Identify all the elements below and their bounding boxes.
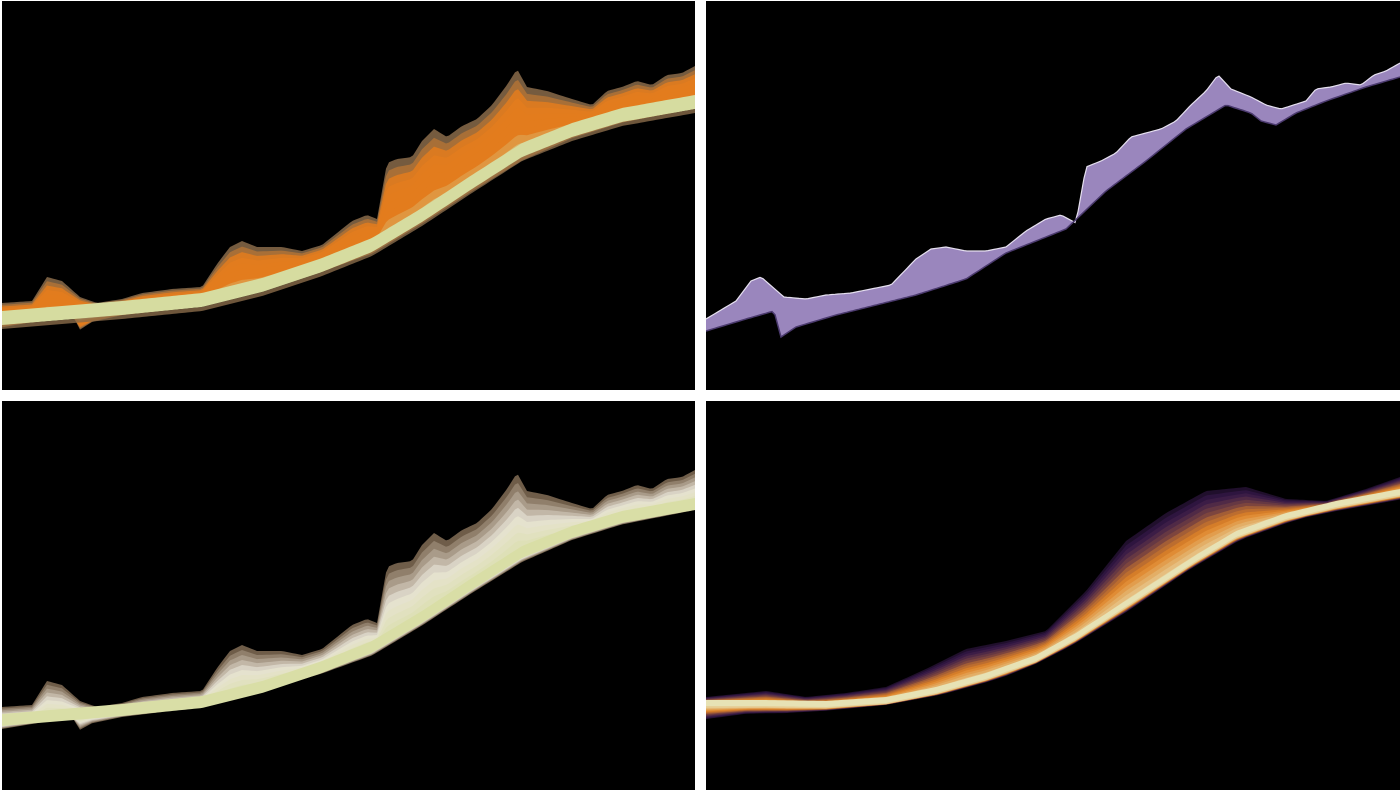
fan-band-layer bbox=[706, 489, 1400, 710]
panel-top-right bbox=[706, 1, 1400, 390]
fan-band-layer bbox=[2, 70, 695, 329]
lower-shadow-band bbox=[2, 109, 695, 329]
band-chart-top-right bbox=[706, 62, 1400, 339]
median-core-band bbox=[706, 489, 1400, 707]
fan-band-layer bbox=[2, 503, 695, 724]
lower-edge-line bbox=[706, 76, 1400, 339]
fan-band-layer bbox=[706, 490, 1400, 709]
panel-top-left bbox=[2, 1, 695, 390]
upper-edge-line bbox=[706, 62, 1400, 320]
panel-bottom-left bbox=[2, 401, 695, 790]
median-core-band bbox=[2, 95, 695, 325]
median-core-band bbox=[2, 498, 695, 726]
fan-chart-bottom-right bbox=[706, 477, 1400, 720]
fan-band-layer bbox=[706, 488, 1400, 711]
fan-band-layer bbox=[2, 66, 695, 330]
fan-band-layer bbox=[2, 470, 695, 730]
fan-band-layer bbox=[706, 487, 1400, 712]
panel-bottom-right bbox=[706, 401, 1400, 790]
fan-band-layer bbox=[2, 473, 695, 729]
fan-chart-top-left bbox=[2, 66, 695, 330]
prediction-band bbox=[706, 63, 1400, 337]
fan-chart-bottom-left bbox=[2, 470, 695, 730]
fan-band-layer bbox=[706, 491, 1400, 709]
